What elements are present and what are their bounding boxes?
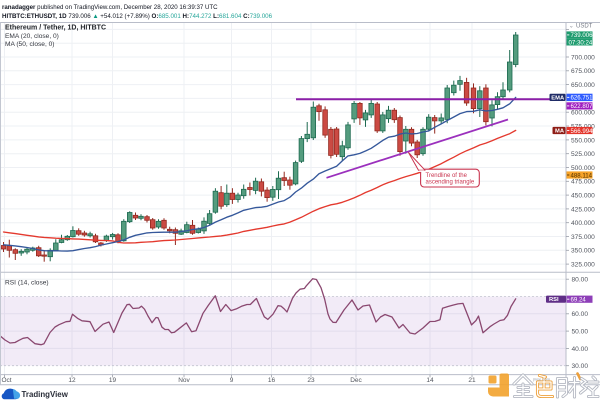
svg-text:69.24: 69.24	[571, 297, 587, 304]
svg-text:60.00: 60.00	[572, 311, 589, 318]
svg-text:ranadagger published on Tradin: ranadagger published on TradingView.com,…	[2, 4, 218, 11]
svg-text:MA (50, close, 0): MA (50, close, 0)	[5, 41, 54, 48]
svg-text:375.000: 375.000	[571, 234, 595, 241]
svg-text:600.000: 600.000	[571, 110, 595, 117]
svg-text:675.000: 675.000	[571, 68, 595, 75]
svg-text:Nov: Nov	[178, 377, 190, 384]
svg-text:Dec: Dec	[350, 377, 362, 384]
svg-text:626.751: 626.751	[571, 95, 594, 102]
svg-text:RSI: RSI	[549, 297, 559, 303]
svg-text:HITBTC:ETHUSDT, 1D 739.006 ▲ +: HITBTC:ETHUSDT, 1D 739.006 ▲ +54.012 (+7…	[2, 13, 273, 20]
svg-text:550.000: 550.000	[571, 137, 595, 144]
svg-text:650.000: 650.000	[571, 82, 595, 89]
svg-text:14: 14	[426, 377, 434, 384]
svg-text:500.000: 500.000	[571, 165, 595, 172]
svg-text:566.994: 566.994	[571, 128, 594, 135]
svg-text:450.000: 450.000	[571, 193, 595, 200]
svg-text:475.000: 475.000	[571, 179, 595, 186]
svg-text:50.00: 50.00	[572, 329, 589, 336]
svg-text:40.00: 40.00	[572, 346, 589, 353]
svg-text:575.000: 575.000	[571, 123, 595, 130]
svg-text:350.000: 350.000	[571, 248, 595, 255]
svg-text:Oct: Oct	[2, 377, 12, 384]
svg-text:⌄: ⌄	[569, 24, 574, 30]
svg-text:23: 23	[307, 377, 315, 384]
svg-text:19: 19	[109, 377, 117, 384]
svg-text:USDT: USDT	[576, 24, 593, 30]
svg-text:400.000: 400.000	[571, 220, 595, 227]
svg-text:TradingView: TradingView	[22, 390, 69, 399]
svg-text:525.000: 525.000	[571, 151, 595, 158]
svg-text:16: 16	[268, 377, 276, 384]
svg-text:30.00: 30.00	[572, 363, 589, 370]
svg-text:MA: MA	[555, 129, 565, 135]
svg-text:Ethereum / Tether, 1D, HITBTC: Ethereum / Tether, 1D, HITBTC	[5, 25, 106, 32]
svg-text:ascending triangle: ascending triangle	[426, 180, 475, 186]
svg-text:RSI (14, close): RSI (14, close)	[5, 280, 49, 287]
svg-text:700.000: 700.000	[571, 54, 595, 61]
svg-text:jinse.com: jinse.com	[532, 377, 551, 382]
svg-text:9: 9	[230, 377, 234, 384]
svg-text:425.000: 425.000	[571, 206, 595, 213]
svg-text:739.006: 739.006	[571, 32, 594, 39]
svg-text:Trendline of the: Trendline of the	[426, 173, 468, 179]
svg-text:07:30:24: 07:30:24	[569, 39, 593, 46]
svg-text:622.807: 622.807	[571, 103, 594, 110]
svg-text:EMA (20, close, 0): EMA (20, close, 0)	[5, 33, 59, 40]
svg-text:12: 12	[68, 377, 76, 384]
svg-text:488.114: 488.114	[571, 172, 593, 179]
svg-text:80.00: 80.00	[572, 277, 589, 284]
svg-text:21: 21	[468, 377, 476, 384]
svg-text:EMA: EMA	[551, 95, 565, 101]
svg-text:325.000: 325.000	[571, 262, 595, 269]
